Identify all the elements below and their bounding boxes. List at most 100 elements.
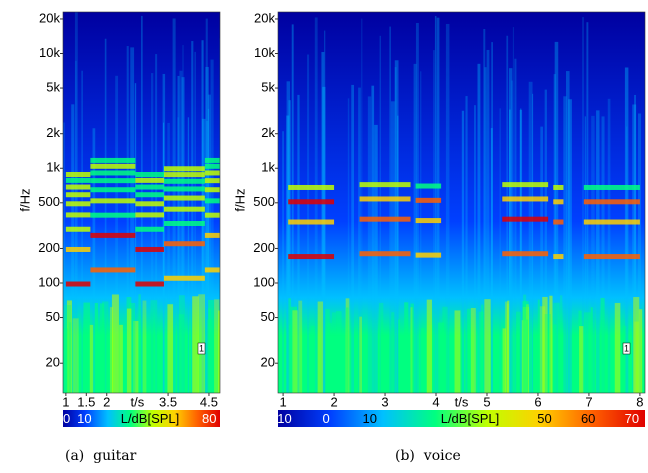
texture — [292, 310, 298, 393]
texture — [484, 67, 487, 393]
texture — [565, 71, 570, 393]
harmonic — [288, 219, 335, 225]
texture — [436, 17, 440, 393]
texture — [481, 304, 484, 393]
texture — [129, 302, 136, 393]
y-tick-label: 20k — [39, 10, 60, 25]
texture — [540, 126, 543, 393]
texture — [64, 305, 72, 393]
colorbar-tick-label: 50 — [537, 411, 551, 426]
x-tick-label: 3.5 — [159, 394, 177, 409]
texture — [578, 310, 582, 393]
texture — [286, 81, 291, 393]
texture — [633, 297, 640, 393]
harmonic — [135, 201, 164, 207]
harmonic — [583, 219, 640, 225]
texture — [177, 117, 179, 393]
harmonic — [553, 184, 564, 190]
y-tick-label: 200 — [38, 240, 60, 255]
harmonic — [90, 178, 136, 184]
texture — [434, 15, 437, 393]
texture — [92, 128, 96, 393]
x-tick-label: 2 — [103, 394, 110, 409]
texture — [454, 310, 461, 393]
texture — [420, 71, 422, 393]
texture — [332, 312, 337, 393]
texture — [347, 98, 350, 393]
y-tick-label: 50 — [46, 309, 60, 324]
harmonic — [65, 192, 91, 198]
texture — [358, 87, 361, 393]
texture — [614, 302, 621, 393]
y-tick-label: 5k — [46, 79, 60, 94]
texture — [559, 295, 563, 393]
texture — [138, 294, 141, 393]
harmonic — [65, 226, 91, 232]
texture — [151, 73, 154, 393]
harmonic — [135, 184, 164, 190]
texture — [563, 96, 567, 393]
harmonic — [204, 187, 220, 193]
annotation-box — [622, 342, 631, 355]
texture — [474, 105, 476, 393]
texture — [514, 58, 517, 393]
harmonic — [90, 267, 136, 273]
harmonic — [135, 192, 164, 198]
colorbar — [278, 410, 645, 427]
texture — [187, 117, 190, 393]
texture — [81, 70, 83, 393]
texture — [291, 24, 294, 393]
texture — [607, 98, 611, 393]
harmonic — [204, 267, 220, 273]
texture — [437, 322, 445, 393]
harmonic — [135, 281, 164, 287]
texture — [150, 300, 158, 393]
harmonic — [163, 178, 205, 184]
texture — [288, 100, 291, 393]
x-tick-label: 3 — [381, 394, 388, 409]
y-tick-label: 10k — [39, 45, 60, 60]
y-tick-label: 500 — [253, 194, 275, 209]
texture — [506, 35, 509, 393]
texture — [288, 324, 292, 393]
texture — [445, 23, 450, 393]
harmonic — [415, 218, 442, 224]
texture — [178, 295, 185, 393]
texture — [179, 70, 183, 393]
texture — [66, 300, 72, 393]
texture — [178, 314, 185, 393]
texture — [600, 297, 605, 393]
texture — [206, 121, 209, 393]
y-axis-label: f/Hz — [17, 188, 32, 211]
texture — [72, 318, 79, 393]
texture — [542, 296, 548, 393]
texture — [553, 324, 557, 393]
harmonic — [65, 281, 91, 287]
texture — [83, 302, 90, 393]
harmonic — [553, 219, 564, 225]
texture — [490, 128, 493, 393]
texture — [374, 124, 378, 393]
texture — [205, 66, 209, 393]
x-tick-label: 7 — [585, 394, 592, 409]
harmonic — [163, 275, 205, 281]
harmonic — [502, 216, 549, 222]
texture — [522, 301, 529, 393]
texture — [89, 324, 94, 393]
annotation-box — [197, 342, 206, 355]
texture — [207, 94, 211, 393]
y-axis-label: f/Hz — [232, 188, 247, 211]
harmonic — [65, 246, 91, 252]
texture — [286, 115, 290, 393]
texture — [351, 84, 355, 393]
y-tick-label: 200 — [253, 240, 275, 255]
texture — [290, 306, 298, 393]
harmonic — [204, 198, 220, 204]
harmonic — [553, 254, 564, 260]
harmonic — [204, 212, 220, 218]
texture — [413, 63, 417, 393]
texture — [410, 307, 413, 393]
y-tick-label: 1k — [261, 160, 275, 175]
harmonic — [135, 212, 164, 218]
harmonic — [90, 198, 136, 204]
